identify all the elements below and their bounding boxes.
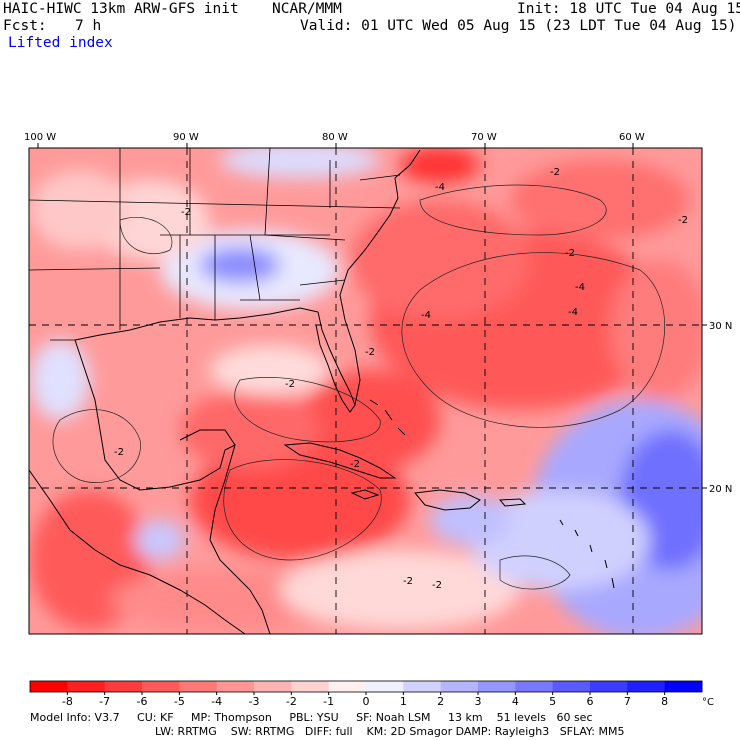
lat-label-30n: 30 N: [709, 321, 732, 332]
contour-label: -2: [678, 215, 688, 226]
colorbar-swatch: [440, 681, 479, 692]
colorbar-swatch: [478, 681, 516, 692]
colorbar-swatch: [627, 681, 666, 692]
colorbar-swatch: [30, 681, 68, 692]
colorbar-tick-label: -7: [99, 695, 110, 708]
contour-label: -2: [550, 167, 560, 178]
colorbar-swatch: [403, 681, 442, 692]
lon-label-70w: 70 W: [471, 132, 497, 143]
colorbar-tick-label: 5: [549, 695, 556, 708]
contour-label: -2: [432, 580, 442, 591]
field-patches: [30, 148, 702, 634]
colorbar-swatch: [515, 681, 554, 692]
contour-label: -2: [181, 207, 191, 218]
model-title: HAIC-HIWC 13km ARW-GFS init: [3, 1, 239, 17]
colorbar-tick-label: -1: [323, 695, 334, 708]
colorbar-ticks: -8 -7 -6 -5 -4 -3 -2 -1 0 1 2 3 4 5 6 7 8: [62, 695, 668, 708]
contour-labels: -2 -4 -2 -2 -4 -2 -4 -2 -2 -4 -2 -2 -2 -…: [114, 167, 688, 591]
center-name: NCAR/MMM: [272, 1, 342, 17]
colorbar-tick-label: 1: [400, 695, 407, 708]
lon-label-90w: 90 W: [173, 132, 199, 143]
colorbar-swatch: [664, 681, 703, 692]
colorbar-tick-label: -8: [62, 695, 73, 708]
colorbar-swatch: [328, 681, 367, 692]
colorbar-tick-label: -4: [211, 695, 222, 708]
colorbar-swatch: [67, 681, 106, 692]
lat-labels: 30 N 20 N: [709, 321, 732, 495]
contour-label: -4: [568, 307, 578, 318]
forecast-label: Fcst:: [3, 18, 47, 34]
model-info-line1: Model Info: V3.7 CU: KF MP: Thompson PBL…: [30, 711, 593, 724]
colorbar-tick-label: -2: [286, 695, 297, 708]
contour-label: -2: [365, 347, 375, 358]
colorbar-unit: °C: [702, 697, 714, 708]
coastlines: [29, 149, 615, 634]
lon-labels: 100 W 90 W 80 W 70 W 60 W: [24, 132, 645, 143]
ticks: [37, 143, 707, 489]
contour-label: -4: [435, 182, 445, 193]
colorbar-tick-label: 6: [587, 695, 594, 708]
lon-label-80w: 80 W: [322, 132, 348, 143]
valid-time: Valid: 01 UTC Wed 05 Aug 15 (23 LDT Tue …: [300, 18, 737, 34]
colorbar-swatch: [216, 681, 255, 692]
model-info-line2: LW: RRTMG SW: RRTMG DIFF: full KM: 2D Sm…: [155, 725, 625, 738]
contour-label: -4: [575, 282, 585, 293]
graticule: [29, 148, 702, 634]
contour-lines: [52, 184, 666, 590]
contour-label: -2: [350, 459, 360, 470]
colorbar-tick-label: 3: [475, 695, 482, 708]
colorbar-tick-label: 4: [512, 695, 519, 708]
state-borders: [29, 148, 401, 341]
colorbar-swatch: [104, 681, 143, 692]
contour-label: -2: [285, 379, 295, 390]
contour-label: -4: [421, 310, 431, 321]
lat-label-20n: 20 N: [709, 484, 732, 495]
colorbar-tick-label: -5: [174, 695, 185, 708]
contour-label: -2: [403, 576, 413, 587]
colorbar-swatch: [552, 681, 591, 692]
colorbar-tick-label: 2: [437, 695, 444, 708]
colorbar-tick-label: -6: [137, 695, 148, 708]
colorbar-swatch: [142, 681, 180, 692]
colorbar-tick-label: -3: [249, 695, 260, 708]
init-time: Init: 18 UTC Tue 04 Aug 15: [517, 1, 740, 17]
lon-label-60w: 60 W: [619, 132, 645, 143]
colorbar: [29, 680, 703, 695]
forecast-hours: 7 h: [75, 18, 102, 34]
colorbar-swatch: [590, 681, 628, 692]
colorbar-swatch: [254, 681, 292, 692]
map-frame: [28, 147, 703, 635]
contour-label: -2: [114, 447, 124, 458]
colorbar-tick-label: 0: [363, 695, 370, 708]
field-name: Lifted index: [8, 35, 113, 51]
map-field: [29, 148, 702, 634]
colorbar-swatch: [366, 681, 404, 692]
colorbar-swatch: [179, 681, 218, 692]
colorbar-swatch: [291, 681, 330, 692]
lon-label-100w: 100 W: [24, 132, 56, 143]
contour-label: -2: [565, 248, 575, 259]
colorbar-tick-label: 7: [624, 695, 631, 708]
colorbar-tick-label: 8: [661, 695, 668, 708]
